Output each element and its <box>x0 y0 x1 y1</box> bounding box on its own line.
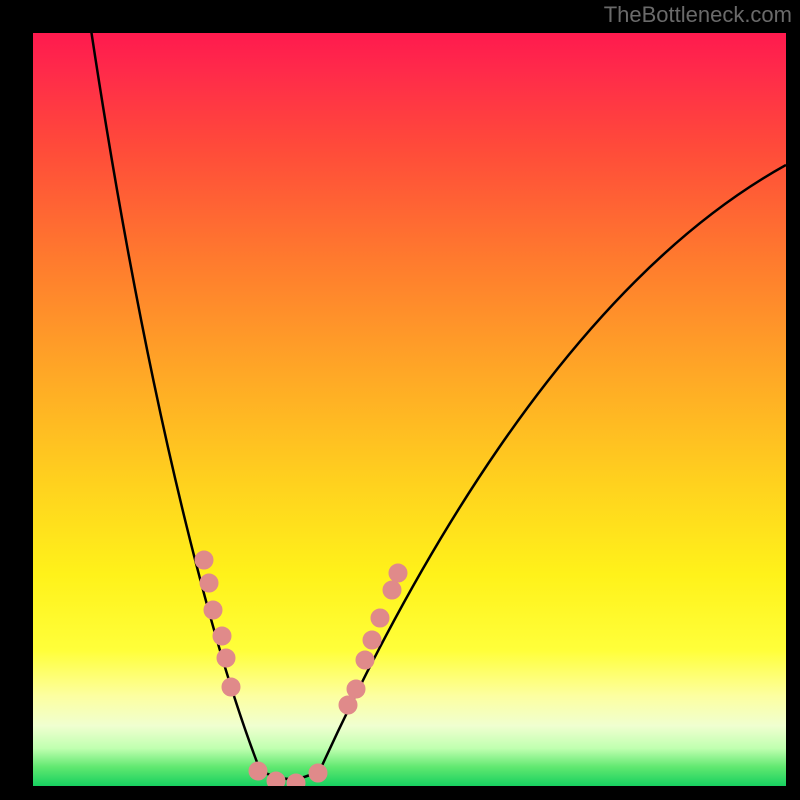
data-dot <box>339 696 357 714</box>
data-dot <box>363 631 381 649</box>
chart-container: TheBottleneck.com <box>0 0 800 800</box>
data-dot <box>249 762 267 780</box>
data-dot <box>222 678 240 696</box>
data-dot <box>371 609 389 627</box>
data-dot <box>356 651 374 669</box>
data-dot <box>204 601 222 619</box>
data-dot <box>200 574 218 592</box>
data-dot <box>217 649 235 667</box>
gradient-background <box>33 33 786 786</box>
data-dot <box>309 764 327 782</box>
bottleneck-chart <box>0 0 800 800</box>
data-dot <box>213 627 231 645</box>
data-dot <box>389 564 407 582</box>
plot-area <box>33 23 786 792</box>
data-dot <box>347 680 365 698</box>
data-dot <box>383 581 401 599</box>
data-dot <box>195 551 213 569</box>
